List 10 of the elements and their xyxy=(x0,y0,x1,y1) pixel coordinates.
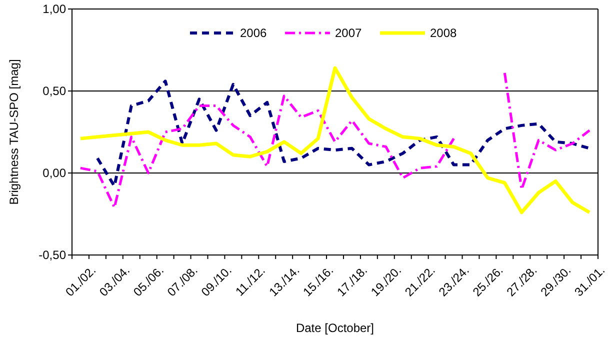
legend-label: 2007 xyxy=(335,26,362,40)
legend-label: 2006 xyxy=(240,26,268,40)
x-axis-title: Date [October] xyxy=(296,321,374,335)
y-axis-title: Brightness TAU-SPO [mag] xyxy=(7,59,21,205)
y-tick-label: -0,50 xyxy=(38,248,66,262)
y-tick-label: 0,00 xyxy=(42,166,66,180)
y-tick-label: 1,00 xyxy=(42,2,66,16)
y-tick-label: 0,50 xyxy=(42,84,66,98)
line-series xyxy=(96,80,592,188)
legend-label: 2008 xyxy=(430,26,458,40)
